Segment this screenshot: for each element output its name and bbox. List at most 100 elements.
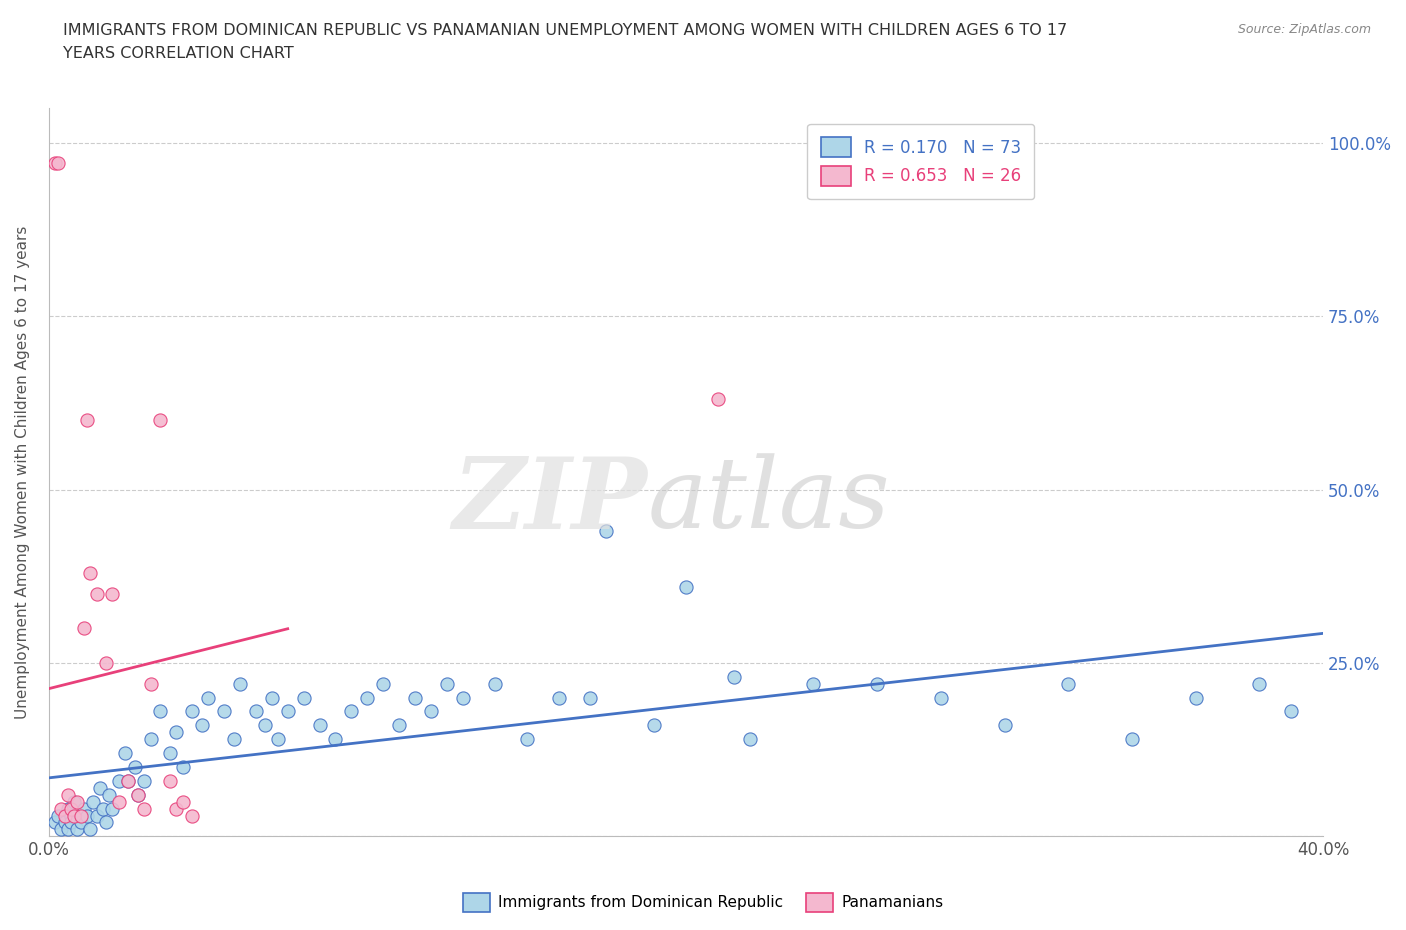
Point [516, 732, 538, 747]
Point [172, 760, 194, 775]
Point [86, 808, 108, 823]
Point [643, 718, 665, 733]
Point [66, 822, 89, 837]
Point [127, 788, 149, 803]
Point [60, 801, 83, 816]
Point [222, 732, 245, 747]
Point [738, 732, 761, 747]
Point [197, 690, 219, 705]
Point [1057, 676, 1080, 691]
Point [51, 822, 73, 837]
Point [69, 815, 91, 830]
Point [46, 156, 69, 171]
Point [404, 690, 426, 705]
Point [139, 676, 162, 691]
Point [388, 718, 411, 733]
Point [149, 704, 172, 719]
Point [51, 801, 73, 816]
Point [76, 808, 98, 823]
Point [373, 676, 395, 691]
Point [803, 676, 825, 691]
Point [134, 774, 156, 789]
Point [124, 760, 146, 775]
Point [98, 788, 121, 803]
Point [91, 801, 114, 816]
Point [993, 718, 1015, 733]
Point [159, 746, 181, 761]
Point [245, 704, 267, 719]
Text: IMMIGRANTS FROM DOMINICAN REPUBLIC VS PANAMANIAN UNEMPLOYMENT AMONG WOMEN WITH C: IMMIGRANTS FROM DOMINICAN REPUBLIC VS PA… [63, 23, 1067, 38]
Point [866, 676, 889, 691]
Point [127, 788, 149, 803]
Point [190, 718, 212, 733]
Point [94, 656, 117, 671]
Point [1184, 690, 1206, 705]
Point [44, 156, 66, 171]
Point [63, 794, 86, 809]
Point [60, 808, 83, 823]
Point [44, 815, 66, 830]
Point [707, 392, 730, 406]
Point [165, 724, 187, 739]
Point [723, 670, 745, 684]
Point [139, 732, 162, 747]
Point [229, 676, 252, 691]
Point [108, 774, 131, 789]
Point [46, 808, 69, 823]
Point [53, 815, 76, 830]
Point [675, 579, 697, 594]
Point [1121, 732, 1143, 747]
Point [260, 690, 283, 705]
Point [547, 690, 569, 705]
Point [451, 690, 474, 705]
Point [56, 788, 79, 803]
Point [292, 690, 315, 705]
Legend: R = 0.170   N = 73, R = 0.653   N = 26: R = 0.170 N = 73, R = 0.653 N = 26 [807, 124, 1035, 199]
Point [1249, 676, 1271, 691]
Text: YEARS CORRELATION CHART: YEARS CORRELATION CHART [63, 46, 294, 61]
Point [356, 690, 378, 705]
Point [267, 732, 290, 747]
Point [86, 586, 108, 601]
Point [101, 801, 124, 816]
Point [73, 801, 96, 816]
Point [94, 815, 117, 830]
Point [181, 808, 204, 823]
Point [53, 808, 76, 823]
Point [73, 621, 96, 636]
Point [579, 690, 602, 705]
Point [117, 774, 139, 789]
Point [484, 676, 506, 691]
Point [108, 794, 131, 809]
Point [212, 704, 235, 719]
Point [277, 704, 299, 719]
Point [436, 676, 458, 691]
Point [340, 704, 363, 719]
Point [89, 780, 111, 795]
Point [82, 794, 104, 809]
Point [114, 746, 136, 761]
Point [308, 718, 330, 733]
Point [76, 413, 98, 428]
Point [1279, 704, 1302, 719]
Point [325, 732, 347, 747]
Point [181, 704, 204, 719]
Text: atlas: atlas [648, 454, 890, 549]
Point [63, 808, 86, 823]
Point [69, 808, 91, 823]
Point [56, 801, 79, 816]
Point [69, 808, 91, 823]
Point [254, 718, 277, 733]
Y-axis label: Unemployment Among Women with Children Ages 6 to 17 years: Unemployment Among Women with Children A… [15, 225, 30, 719]
Point [56, 822, 79, 837]
Point [79, 565, 101, 580]
Point [66, 794, 89, 809]
Point [134, 801, 156, 816]
Point [165, 801, 187, 816]
Point [117, 774, 139, 789]
Point [149, 413, 172, 428]
Point [595, 524, 617, 538]
Point [172, 794, 194, 809]
Point [101, 586, 124, 601]
Point [79, 822, 101, 837]
